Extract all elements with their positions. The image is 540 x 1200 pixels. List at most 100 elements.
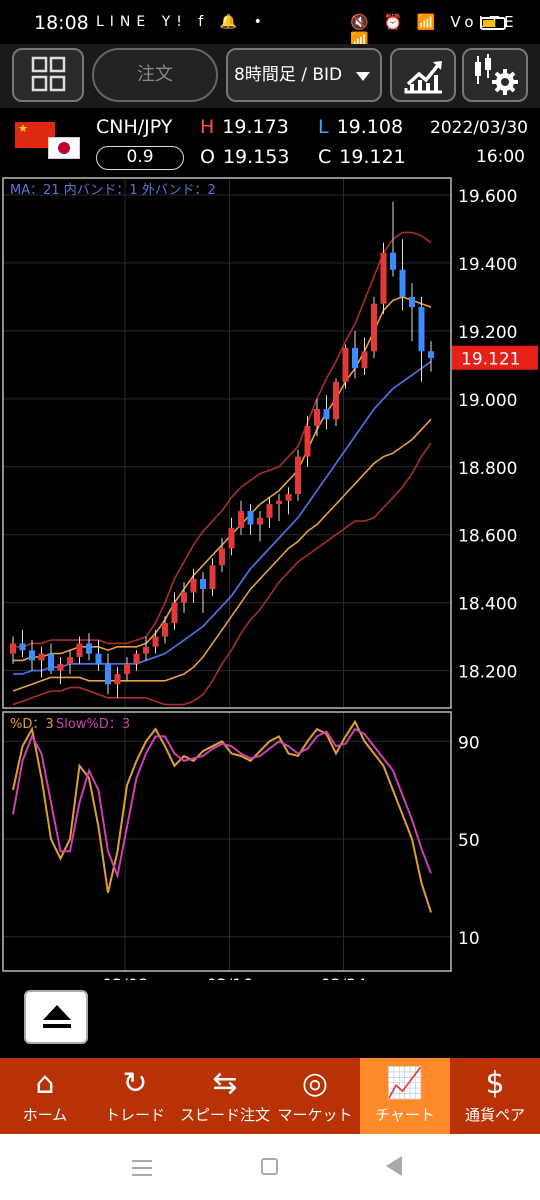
candle-body [380, 252, 387, 304]
candle [48, 643, 54, 675]
candle [29, 640, 35, 671]
candle-body [19, 643, 26, 651]
chart-settings-icon [475, 54, 518, 95]
candle-body [409, 296, 415, 308]
candle [276, 493, 282, 522]
open-value: 19.153 [222, 146, 290, 168]
recent-apps-icon[interactable] [132, 1160, 152, 1181]
candle [238, 500, 244, 535]
candle-body [257, 517, 263, 525]
candle [418, 296, 425, 382]
candle-body [285, 493, 292, 501]
high-price: H 19.173 [200, 116, 289, 138]
nav-item-currency-pair[interactable]: $ 通貨ペア [450, 1058, 540, 1134]
nav-item-chart[interactable]: 📈 チャート [360, 1058, 450, 1134]
candle-body [152, 636, 159, 647]
quote-date: 2022/03/30 [430, 118, 528, 138]
grid-menu-button[interactable] [12, 48, 84, 102]
candle [209, 558, 216, 596]
candle [171, 592, 178, 630]
candle [114, 667, 121, 698]
japan-flag-icon [48, 137, 80, 159]
candle [10, 636, 16, 664]
candle-body [171, 602, 178, 624]
nav-item-home[interactable]: ⌂ ホーム [0, 1058, 90, 1134]
candle-body [133, 653, 140, 664]
current-price-tag [452, 345, 538, 370]
speed-order-icon: ⇆ [212, 1066, 238, 1101]
low-value: 19.108 [336, 116, 404, 138]
chart-area[interactable]: 19.600 19.400 19.200 19.000 18.800 18.600 18.4… [0, 174, 540, 994]
back-icon[interactable] [386, 1156, 402, 1176]
candle-body [114, 674, 121, 685]
candle [124, 657, 130, 681]
outer-band-upper-line [13, 231, 432, 648]
notification-icons: LINE Y! f 🔔 • [96, 14, 268, 30]
candle [76, 636, 83, 664]
quote-info: CNH/JPY 0.9 H 19.173 L 19.108 O 19.153 C 19.… [0, 108, 540, 174]
candle [304, 415, 311, 467]
high-label: H [200, 116, 215, 138]
nav-item-market[interactable]: ◎ マーケット [270, 1058, 360, 1134]
currency-pair-icon: $ [485, 1066, 505, 1101]
candle [371, 296, 377, 359]
candle [143, 636, 149, 661]
candle-body [57, 663, 64, 671]
candle-body [95, 653, 102, 664]
price-chart[interactable]: 19.600 19.400 19.200 19.000 18.800 18.600 18.4… [0, 174, 540, 994]
stoch-slow-d-line [12, 727, 432, 880]
candle [219, 538, 225, 573]
nav-item-trade[interactable]: ↻ トレード [90, 1058, 180, 1134]
high-value: 19.173 [222, 116, 289, 138]
candle [428, 341, 434, 372]
candle [67, 650, 73, 675]
date-tick-label: 03/08 [102, 975, 148, 980]
home-icon: ⌂ [35, 1066, 55, 1101]
eject-toggle-button[interactable] [24, 990, 88, 1044]
candle [323, 395, 330, 430]
system-navigation-bar [0, 1134, 540, 1200]
close-value: 19.121 [339, 146, 406, 168]
candle-body [48, 653, 54, 671]
toolbar: 注文 8時間足 / BID [0, 44, 540, 108]
candle [314, 398, 320, 437]
home-button-icon[interactable] [261, 1158, 278, 1175]
candle-body [428, 351, 434, 359]
chart-icon: 📈 [386, 1066, 424, 1101]
timeframe-select[interactable]: 8時間足 / BID [226, 48, 382, 102]
price-tick-label: 18.800 [458, 459, 517, 479]
candle-body [209, 565, 216, 590]
candle-body [38, 653, 45, 661]
price-tick-label: 18.200 [458, 663, 517, 683]
close-price: C 19.121 [318, 146, 406, 168]
candle-body [247, 510, 254, 525]
chart-type-button[interactable] [390, 48, 456, 102]
price-panel-frame [2, 177, 452, 709]
candle-body [418, 307, 425, 352]
stoch-panel-frame [2, 711, 452, 972]
low-price: L 19.108 [318, 116, 403, 138]
candle [390, 201, 396, 277]
price-tick-label: 19.600 [458, 187, 517, 207]
nav-item-speed-order[interactable]: ⇆ スピード注文 [180, 1058, 270, 1134]
candle [181, 582, 187, 613]
chart-settings-button[interactable] [462, 48, 528, 102]
chevron-down-icon [356, 72, 370, 81]
candle-body [228, 527, 235, 549]
candle [95, 640, 102, 671]
candle-body [76, 643, 83, 658]
status-time: 18:08 [34, 12, 89, 34]
candle [409, 283, 415, 342]
candle-body [181, 592, 187, 603]
stoch-legend-d: %D：3 [10, 717, 54, 732]
candle-body [10, 643, 16, 654]
candle-body [390, 252, 396, 270]
stoch-d-line [12, 719, 432, 913]
date-tick-label: 03/16 [206, 975, 252, 980]
order-button[interactable]: 注文 [92, 48, 218, 102]
candle [333, 378, 339, 427]
date-tick-label: 03/24 [320, 975, 366, 980]
candle-body [219, 548, 225, 566]
low-label: L [318, 116, 329, 138]
candle [257, 510, 263, 542]
